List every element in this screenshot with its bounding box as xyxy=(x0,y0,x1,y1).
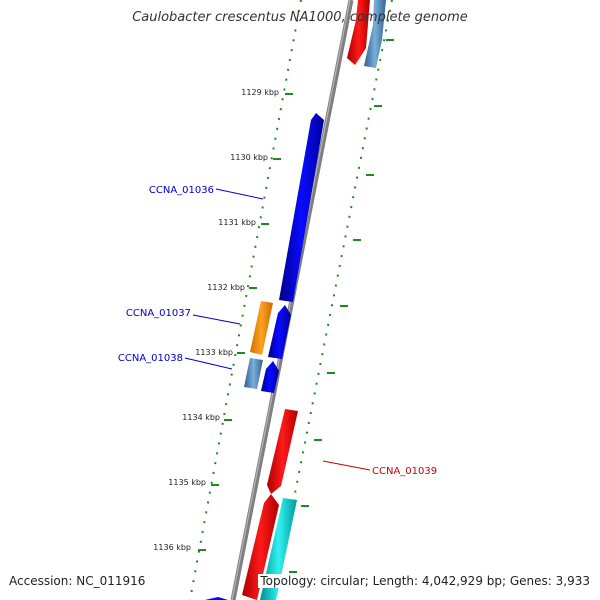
gene-label-ccna-01036[interactable]: CCNA_01036 xyxy=(149,185,214,196)
gene-arrow-blue-small[interactable] xyxy=(268,305,291,359)
gene-arrow-blue-bottom[interactable] xyxy=(205,597,228,600)
map-title: Caulobacter crescentus NA1000, complete … xyxy=(132,10,468,25)
tick-label: 1129 kbp xyxy=(241,88,279,97)
leader-line-ccna-01036 xyxy=(215,188,264,200)
accession-label: Accession: NC_011916 xyxy=(7,574,148,588)
tick-label: 1134 kbp xyxy=(182,413,220,422)
tick-track-inner xyxy=(273,0,393,600)
tick-label: 1131 kbp xyxy=(218,218,256,227)
gene-arrow-blue-small[interactable] xyxy=(261,361,279,393)
leader-line-ccna-01039 xyxy=(322,460,371,471)
tick-label: 1132 kbp xyxy=(207,283,245,292)
topology-summary: Topology: circular; Length: 4,042,929 bp… xyxy=(258,574,592,588)
gene-arrow-red-bottom[interactable] xyxy=(242,494,279,600)
gene-arrow-ccna-01039[interactable] xyxy=(267,409,298,494)
gene-arrow-ccna-01038[interactable] xyxy=(244,358,263,389)
tick-label: 1135 kbp xyxy=(168,478,206,487)
gene-arrow-ccna-01037[interactable] xyxy=(250,301,273,355)
gene-arrow-ccna-01036[interactable] xyxy=(279,113,324,302)
gene-label-ccna-01038[interactable]: CCNA_01038 xyxy=(118,353,183,364)
gene-label-ccna-01039[interactable]: CCNA_01039 xyxy=(372,466,437,477)
tick-label: 1130 kbp xyxy=(230,153,268,162)
tick-label: 1136 kbp xyxy=(153,543,191,552)
tick-track-outer xyxy=(189,0,302,600)
leader-line-ccna-01037 xyxy=(192,314,241,325)
gene-arrow-top-steelblue[interactable] xyxy=(364,0,386,68)
gene-label-ccna-01037[interactable]: CCNA_01037 xyxy=(126,308,191,319)
tick-label: 1133 kbp xyxy=(195,348,233,357)
leader-line-ccna-01038 xyxy=(184,357,233,370)
gene-arrow-top-red[interactable] xyxy=(347,0,370,65)
